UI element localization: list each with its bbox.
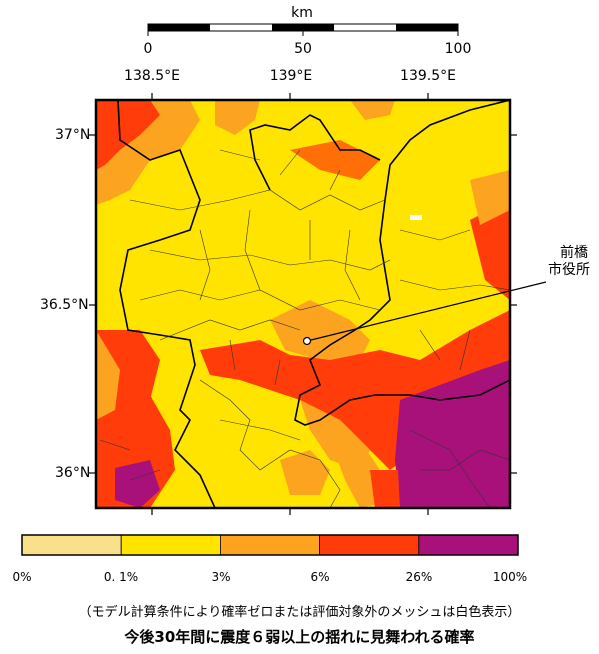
legend-label-5: 100% [492,570,528,584]
marker-label-2: 市役所 [548,262,590,279]
legend-swatch-4 [418,534,519,556]
map-title: 今後30年間に震度６弱以上の揺れに見舞われる確率 [124,628,475,646]
marker-label: 前橋 [560,245,588,262]
legend-bar [21,534,519,556]
footnote: （モデル計算条件により確率ゼロまたは評価対象外のメッシュは白色表示） [78,605,521,620]
legend-label-0: 0% [12,570,32,584]
hazard-map [89,93,547,515]
legend-swatch-3 [319,534,420,556]
marker-leader-line [306,281,547,342]
legend-swatch-2 [219,534,320,556]
marker-label-line1: 前橋 [560,245,588,261]
map-ticks [89,93,517,515]
zone-southwest-purple [115,460,160,508]
scale-unit: km [291,5,313,21]
scale-tick-100: 100 [444,41,472,57]
legend-label-4: 26% [405,570,433,584]
lat-label-36: 36°N [55,465,91,481]
municipal-borders [99,149,510,508]
legend-label-2: 3% [211,570,231,584]
marker-label-line2: 市役所 [548,262,590,278]
map-frame [94,98,512,510]
lat-label-37: 37°N [55,127,91,143]
zone-nw-red [96,100,160,170]
prefecture-border [117,100,510,508]
scale-tick-50: 50 [294,41,312,57]
lon-label-139: 139°E [269,68,313,84]
lon-label-1395: 139.5°E [400,68,456,84]
legend-swatch-0 [21,534,122,556]
legend-label-1: 0. 1% [103,570,139,584]
lat-label-365: 36.5°N [40,297,89,313]
lon-label-1385: 138.5°E [124,68,180,84]
scale-tick-0: 0 [143,41,153,57]
legend-label-3: 6% [310,570,330,584]
scale-bar [147,23,459,36]
zone-maebashi-orange [270,300,370,360]
legend-swatch-1 [120,534,221,556]
maebashi-marker [302,336,312,346]
